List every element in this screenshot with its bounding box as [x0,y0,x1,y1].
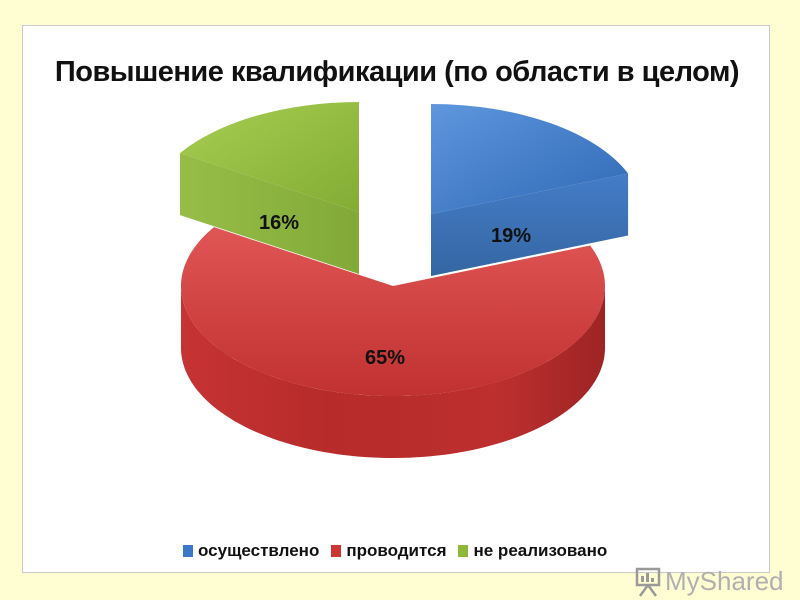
legend-swatch [183,545,193,557]
data-label-3: 16% [259,212,299,234]
chart-title: Повышение квалификации (по области в цел… [54,56,740,88]
legend-item: проводится [331,541,446,561]
data-label-1: 19% [491,225,531,247]
legend-item: осуществлено [183,541,319,561]
pie-slice-top [180,102,359,212]
legend-label: проводится [346,541,447,560]
legend-label: не реализовано [473,541,608,560]
pie-slice-1 [431,104,629,276]
pie-slice-cut [431,173,629,276]
legend-swatch [458,545,469,557]
pie-chart: 19% 65% 16% [180,102,629,458]
legend-item: не реализовано [458,541,607,561]
legend-swatch [331,545,342,557]
legend-label: осуществлено [198,541,320,560]
chart-area: Повышение квалификации (по области в цел… [22,25,784,597]
pie-slice-top [431,104,629,214]
pie-slice-2 [181,227,606,458]
chart-legend: осуществлено проводится не реализовано [183,541,607,561]
data-label-2: 65% [365,347,405,369]
pie-slice-3 [180,102,359,274]
presentation-board-icon [635,567,661,597]
pie-slice-cut [180,153,359,274]
watermark: MyShared [635,566,784,597]
watermark-text: MyShared [665,566,784,596]
pie-slice-side [181,285,605,458]
pie-slice-top [181,227,606,397]
